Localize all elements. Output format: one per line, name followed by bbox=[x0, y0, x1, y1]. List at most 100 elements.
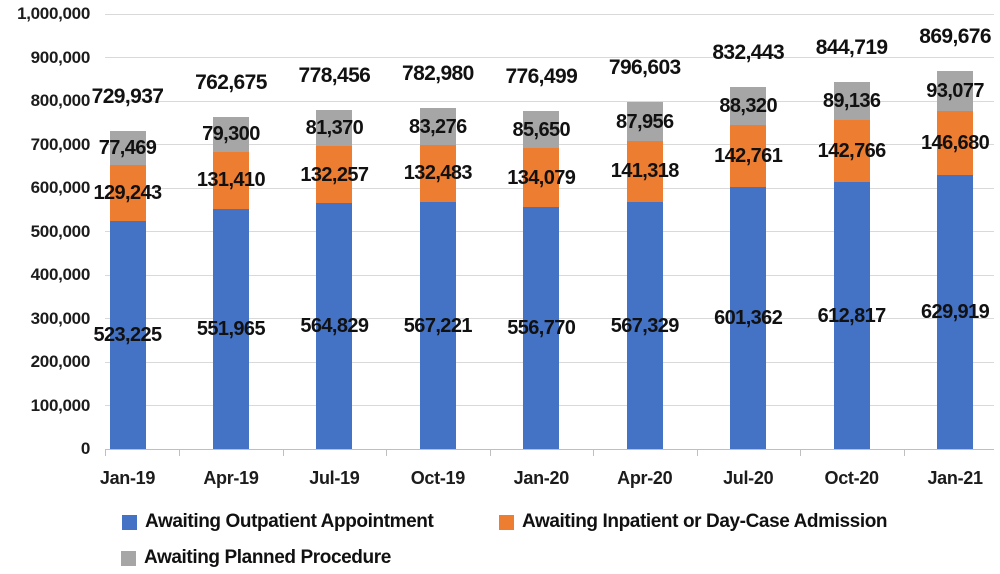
axis-tick-icon bbox=[903, 450, 905, 456]
axis-tick-icon bbox=[282, 450, 284, 456]
segment-label: 146,680 bbox=[921, 132, 990, 155]
total-label: 844,719 bbox=[815, 35, 888, 59]
x-axis-label: Jan-21 bbox=[927, 468, 983, 488]
segment-label: 83,276 bbox=[409, 115, 467, 138]
legend-label-planned: Awaiting Planned Procedure bbox=[144, 547, 391, 568]
total-label: 782,980 bbox=[401, 62, 474, 86]
segment-label: 567,221 bbox=[403, 314, 473, 337]
segment-label: 134,079 bbox=[507, 166, 576, 189]
bar-segment-inpatient bbox=[109, 165, 146, 222]
segment-label: 523,225 bbox=[93, 324, 162, 347]
segment-label: 81,370 bbox=[305, 117, 364, 140]
segment-label: 142,766 bbox=[817, 140, 887, 163]
bar-segment-inpatient bbox=[419, 144, 456, 203]
total-label: 778,456 bbox=[298, 64, 371, 88]
bar-segment-inpatient bbox=[212, 151, 249, 209]
bar-segment-outpatient bbox=[626, 202, 663, 449]
segment-label: 612,817 bbox=[817, 304, 887, 327]
bar-segment-outpatient bbox=[523, 206, 560, 449]
y-axis-label: 400,000 bbox=[30, 265, 91, 284]
x-axis-label: Jan-19 bbox=[99, 468, 156, 488]
bar-segment-planned bbox=[109, 131, 146, 166]
total-label: 832,443 bbox=[712, 40, 785, 64]
legend-label-inpatient: Awaiting Inpatient or Day-Case Admission bbox=[522, 511, 888, 532]
bar-segment-outpatient bbox=[316, 203, 353, 449]
axis-tick-icon bbox=[800, 450, 801, 456]
segment-label: 88,320 bbox=[719, 95, 777, 118]
segment-label: 132,483 bbox=[403, 162, 473, 185]
legend-swatch-orange-icon bbox=[499, 514, 514, 530]
x-axis-line bbox=[105, 449, 994, 450]
total-label: 776,499 bbox=[505, 65, 578, 89]
bar-segment-outpatient bbox=[730, 187, 767, 449]
x-axis-label: Jul-20 bbox=[723, 468, 774, 488]
segment-label: 551,965 bbox=[196, 317, 266, 340]
legend-item-outpatient: Awaiting Outpatient Appointment bbox=[122, 511, 434, 533]
segment-label: 89,136 bbox=[822, 89, 881, 112]
bar-segment-inpatient bbox=[730, 125, 767, 188]
bar-segment-planned bbox=[419, 108, 456, 145]
total-label: 869,676 bbox=[919, 24, 991, 48]
x-axis-label: Oct-19 bbox=[410, 468, 466, 488]
y-axis-label: 100,000 bbox=[30, 395, 91, 415]
axis-tick-icon bbox=[696, 450, 698, 456]
segment-label: 87,956 bbox=[615, 110, 674, 133]
legend-label-outpatient: Awaiting Outpatient Appointment bbox=[145, 511, 434, 532]
segment-label: 629,919 bbox=[921, 300, 990, 323]
axis-tick-icon bbox=[489, 450, 491, 456]
x-axis-label: Oct-20 bbox=[824, 468, 880, 488]
total-label: 762,675 bbox=[195, 71, 267, 95]
bar-segment-planned bbox=[626, 102, 663, 141]
segment-label: 564,829 bbox=[300, 315, 369, 338]
segment-label: 79,300 bbox=[202, 123, 260, 146]
bar-segment-outpatient bbox=[833, 182, 870, 449]
bar-segment-inpatient bbox=[523, 148, 560, 207]
bar-segment-planned bbox=[833, 81, 870, 121]
segment-label: 601,362 bbox=[714, 307, 783, 330]
bar-segment-outpatient bbox=[419, 202, 456, 449]
bar-segment-planned bbox=[937, 70, 974, 112]
x-axis-label: Jan-20 bbox=[513, 468, 570, 488]
y-axis-label: 500,000 bbox=[30, 221, 91, 241]
legend-item-inpatient: Awaiting Inpatient or Day-Case Admission bbox=[499, 511, 888, 533]
bar-segment-planned bbox=[212, 117, 249, 152]
y-axis-label: 800,000 bbox=[30, 91, 91, 110]
gridline bbox=[105, 13, 994, 15]
segment-label: 131,410 bbox=[196, 169, 266, 192]
y-axis-label: 0 bbox=[80, 439, 90, 458]
segment-label: 93,077 bbox=[926, 79, 984, 102]
bar-segment-outpatient bbox=[212, 208, 249, 449]
segment-label: 141,318 bbox=[610, 160, 680, 183]
bar-segment-inpatient bbox=[316, 145, 353, 204]
segment-label: 85,650 bbox=[512, 118, 571, 141]
total-label: 729,937 bbox=[91, 85, 164, 109]
legend-swatch-blue-icon bbox=[122, 514, 137, 530]
y-axis-label: 900,000 bbox=[30, 47, 91, 67]
segment-label: 142,761 bbox=[714, 145, 783, 168]
y-axis-label: 300,000 bbox=[30, 308, 91, 328]
bar-segment-outpatient bbox=[937, 174, 974, 449]
gridline bbox=[105, 100, 994, 102]
segment-label: 77,469 bbox=[98, 137, 157, 160]
bar-segment-inpatient bbox=[937, 111, 974, 175]
y-axis-label: 200,000 bbox=[30, 352, 91, 371]
bar-segment-outpatient bbox=[109, 221, 146, 449]
x-axis-label: Jul-19 bbox=[309, 468, 360, 488]
y-axis-label: 600,000 bbox=[30, 178, 91, 197]
bar-segment-inpatient bbox=[626, 140, 663, 203]
axis-tick-icon bbox=[179, 450, 181, 456]
axis-tick-icon bbox=[386, 450, 388, 456]
segment-label: 567,329 bbox=[610, 314, 680, 337]
x-axis-label: Apr-20 bbox=[617, 468, 673, 488]
legend-item-planned: Awaiting Planned Procedure bbox=[121, 547, 391, 569]
y-axis-label: 1,000,000 bbox=[17, 4, 90, 23]
segment-label: 132,257 bbox=[300, 163, 369, 186]
segment-label: 129,243 bbox=[93, 182, 162, 205]
axis-tick-icon bbox=[593, 450, 595, 456]
bar-segment-planned bbox=[316, 110, 353, 146]
bar-segment-planned bbox=[730, 86, 767, 126]
y-axis-label: 700,000 bbox=[30, 134, 91, 154]
bar-segment-planned bbox=[523, 111, 560, 149]
total-label: 796,603 bbox=[608, 56, 681, 80]
